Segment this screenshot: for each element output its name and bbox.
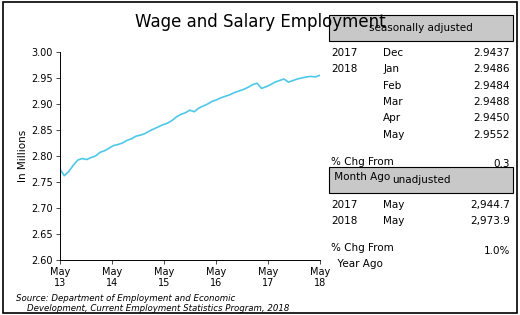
Text: 2017: 2017 <box>331 48 358 58</box>
Text: Mar: Mar <box>383 97 403 107</box>
Text: 2.9552: 2.9552 <box>474 130 510 140</box>
Text: 2,944.7: 2,944.7 <box>470 200 510 210</box>
Text: Feb: Feb <box>383 81 401 91</box>
Text: seasonally adjusted: seasonally adjusted <box>369 23 473 33</box>
Text: Jan: Jan <box>383 64 399 74</box>
Text: 2.9437: 2.9437 <box>474 48 510 58</box>
Text: 2.9486: 2.9486 <box>474 64 510 74</box>
Text: May: May <box>383 200 405 210</box>
Text: 2018: 2018 <box>331 64 358 74</box>
Text: 2,973.9: 2,973.9 <box>470 216 510 226</box>
Text: Apr: Apr <box>383 113 401 123</box>
Text: Year Ago: Year Ago <box>331 259 383 269</box>
Text: 2.9484: 2.9484 <box>474 81 510 91</box>
Text: May: May <box>383 216 405 226</box>
Text: 2.9450: 2.9450 <box>474 113 510 123</box>
Text: unadjusted: unadjusted <box>392 175 450 185</box>
Text: Month Ago: Month Ago <box>331 172 391 182</box>
Text: 2017: 2017 <box>331 200 358 210</box>
Text: 0.3: 0.3 <box>493 159 510 169</box>
Text: Source: Department of Employment and Economic
    Development, Current Employmen: Source: Department of Employment and Eco… <box>16 294 289 313</box>
Text: 2018: 2018 <box>331 216 358 226</box>
Text: Dec: Dec <box>383 48 404 58</box>
Text: 2.9488: 2.9488 <box>474 97 510 107</box>
Text: May: May <box>383 130 405 140</box>
Text: 1.0%: 1.0% <box>484 246 510 256</box>
Text: % Chg From: % Chg From <box>331 157 394 167</box>
Text: % Chg From: % Chg From <box>331 243 394 254</box>
Text: Wage and Salary Employment: Wage and Salary Employment <box>135 13 385 31</box>
Y-axis label: In Millions: In Millions <box>18 130 28 182</box>
